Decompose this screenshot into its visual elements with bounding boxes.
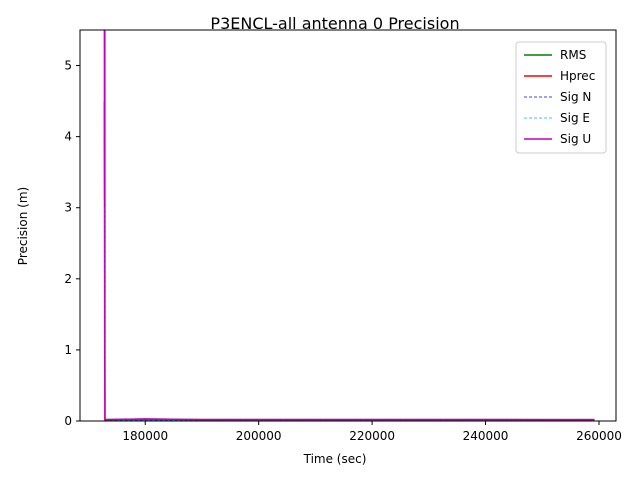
y-tick-label: 2 (64, 272, 72, 286)
legend-box (515, 41, 607, 154)
y-axis-label: Precision (m) (16, 187, 30, 265)
y-tick-label: 4 (64, 130, 72, 144)
y-axis: 0 1 2 3 4 5 (64, 59, 80, 428)
y-tick-label: 3 (64, 201, 72, 215)
axes-frame (79, 29, 617, 422)
x-tick-label: 200000 (236, 429, 282, 443)
plot-area (103, 30, 595, 421)
y-tick-label: 1 (64, 343, 72, 357)
series-line-4 (103, 30, 595, 421)
series-line-2 (103, 193, 595, 421)
legend-label: Hprec (560, 69, 595, 83)
legend-label: RMS (560, 48, 586, 62)
legend: RMS Hprec Sig N Sig E Sig U (515, 41, 607, 154)
chart-title: P3ENCL-all antenna 0 Precision (210, 14, 459, 33)
x-axis-label: Time (sec) (303, 452, 367, 466)
series-line-3 (103, 207, 595, 421)
x-tick-label: 240000 (463, 429, 509, 443)
x-tick-label: 260000 (576, 429, 622, 443)
x-axis: 180000 200000 220000 240000 260000 (122, 421, 622, 443)
x-tick-label: 180000 (122, 429, 168, 443)
legend-label: Sig N (560, 90, 591, 104)
y-tick-label: 5 (64, 59, 72, 73)
y-tick-label: 0 (64, 414, 72, 428)
x-tick-label: 220000 (349, 429, 395, 443)
legend-label: Sig U (560, 132, 591, 146)
legend-label: Sig E (560, 111, 590, 125)
